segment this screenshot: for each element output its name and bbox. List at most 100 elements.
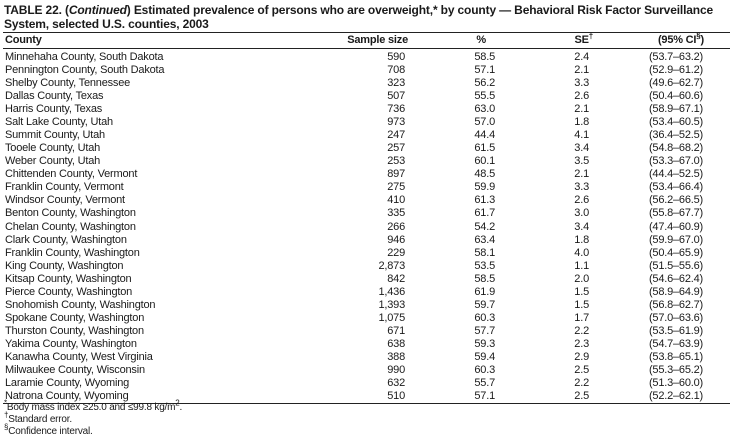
cell-se: 4.1: [574, 129, 589, 142]
cell-percent: 55.5: [474, 90, 495, 103]
cell-county: Summit County, Utah: [5, 129, 105, 142]
cell-ci: (58.9–64.9): [648, 285, 703, 298]
cell-percent: 55.7: [474, 377, 495, 389]
cell-ci: (55.8–67.7): [648, 207, 703, 220]
cell-se: 2.6: [574, 194, 589, 207]
cell-ci: (44.4–52.5): [648, 168, 703, 181]
cell-se: 2.6: [574, 90, 589, 103]
cell-ci: (50.4–60.6): [648, 90, 703, 103]
cell-sample-size: 897: [387, 168, 405, 181]
table-row: Shelby County, Tennessee 323 56.2 3.3 (49.6–…: [0, 77, 734, 90]
cell-se: 3.4: [574, 142, 589, 155]
cell-sample-size: 275: [387, 181, 405, 194]
table-row: Natrona County, Wyoming 510 57.1 2.5 (52.2–6…: [0, 390, 734, 403]
cell-percent: 59.3: [474, 337, 495, 350]
cell-sample-size: 229: [387, 246, 405, 259]
cell-county: Clark County, Washington: [5, 233, 127, 246]
cell-percent: 57.1: [474, 390, 495, 403]
cell-ci: (56.8–62.7): [648, 298, 703, 311]
cell-sample-size: 973: [387, 116, 405, 129]
cell-ci: (53.4–60.5): [648, 116, 703, 129]
cell-county: Windsor County, Vermont: [5, 194, 125, 207]
cell-se: 2.5: [574, 390, 589, 403]
cell-ci: (53.4–66.4): [648, 181, 703, 194]
cell-percent: 57.1: [474, 64, 495, 77]
cell-county: King County, Washington: [5, 259, 124, 272]
table-header: County Sample size % SE† (95% CI§): [0, 31, 734, 47]
cell-percent: 63.4: [474, 233, 495, 246]
cell-county: Kanawha County, West Virginia: [5, 350, 153, 363]
cell-percent: 56.2: [474, 77, 495, 90]
cell-county: Shelby County, Tennessee: [5, 77, 131, 90]
cell-county: Minnehaha County, South Dakota: [5, 51, 164, 63]
cell-se: 1.1: [574, 259, 589, 272]
cell-county: Natrona County, Wyoming: [5, 390, 129, 403]
cell-sample-size: 590: [387, 51, 405, 63]
cell-percent: 54.2: [474, 220, 495, 233]
cell-sample-size: 1,075: [378, 311, 405, 324]
cell-percent: 60.3: [474, 311, 495, 324]
cell-county: Franklin County, Vermont: [5, 181, 124, 194]
cell-percent: 44.4: [474, 129, 495, 142]
table-row: Kitsap County, Washington 842 58.5 2.0 (54.6…: [0, 273, 734, 286]
cell-ci: (52.9–61.2): [648, 64, 703, 77]
cell-sample-size: 507: [387, 90, 405, 103]
cell-se: 1.8: [574, 233, 589, 246]
cell-percent: 48.5: [474, 168, 495, 181]
table-row: Salt Lake County, Utah 973 57.0 1.8 (53.4–60…: [0, 116, 734, 129]
cell-county: Laramie County, Wyoming: [5, 377, 130, 389]
table-row: Franklin County, Washington 229 58.1 4.0 (50…: [0, 247, 734, 260]
cell-sample-size: 323: [387, 77, 405, 90]
table-title: TABLE 22. (Continued) Estimated prevalen…: [4, 3, 714, 31]
cell-sample-size: 247: [387, 129, 405, 142]
header-percent: %: [476, 34, 486, 46]
cell-ci: (47.4–60.9): [648, 220, 703, 233]
cell-ci: (50.4–65.9): [648, 246, 703, 259]
cell-se: 2.2: [574, 377, 589, 389]
cell-ci: (56.2–66.5): [648, 194, 703, 207]
cell-se: 3.3: [574, 181, 589, 194]
table-row: Dallas County, Texas 507 55.5 2.6 (50.4–60.6…: [0, 90, 734, 103]
table-row: Windsor County, Vermont 410 61.3 2.6 (56.2–6…: [0, 194, 734, 207]
cell-county: Snohomish County, Washington: [5, 298, 156, 311]
cell-se: 2.0: [574, 272, 589, 285]
table-row: Pennington County, South Dakota 708 57.1 2.…: [0, 64, 734, 77]
cell-sample-size: 638: [387, 337, 405, 350]
cell-percent: 58.1: [474, 246, 495, 259]
cell-percent: 57.7: [474, 324, 495, 337]
cell-percent: 61.3: [474, 194, 495, 207]
cell-ci: (54.6–62.4): [648, 272, 703, 285]
cell-se: 4.0: [574, 246, 589, 259]
header-sample-size: Sample size: [347, 34, 408, 46]
cell-county: Milwaukee County, Wisconsin: [5, 363, 145, 376]
table-bottom-rule: [3, 403, 730, 404]
cell-sample-size: 253: [387, 155, 405, 168]
cell-se: 2.1: [574, 168, 589, 181]
header-se: SE†: [574, 31, 593, 46]
cell-percent: 58.5: [474, 51, 495, 63]
cell-county: Pennington County, South Dakota: [5, 64, 165, 77]
table-row: Clark County, Washington 946 63.4 1.8 (59.9–…: [0, 234, 734, 247]
cell-sample-size: 335: [387, 207, 405, 220]
cell-ci: (53.3–67.0): [648, 155, 703, 168]
cell-se: 1.5: [574, 298, 589, 311]
cell-percent: 60.3: [474, 363, 495, 376]
cell-percent: 60.1: [474, 155, 495, 168]
cell-se: 2.1: [574, 103, 589, 116]
footnote-bmi: *Body mass index ≥25.0 and ≤99.8 kg/m2.: [4, 398, 183, 413]
cell-percent: 59.4: [474, 350, 495, 363]
cell-county: Tooele County, Utah: [5, 142, 101, 155]
cell-ci: (54.8–68.2): [648, 142, 703, 155]
header-county: County: [5, 34, 42, 46]
cell-percent: 53.5: [474, 259, 495, 272]
cell-ci: (54.7–63.9): [648, 337, 703, 350]
cell-ci: (51.5–55.6): [648, 259, 703, 272]
cell-sample-size: 1,436: [378, 285, 405, 298]
cell-county: Chelan County, Washington: [5, 220, 136, 233]
cell-ci: (57.0–63.6): [648, 311, 703, 324]
cell-sample-size: 708: [387, 64, 405, 77]
cell-sample-size: 410: [387, 194, 405, 207]
cell-sample-size: 257: [387, 142, 405, 155]
table-row: Benton County, Washington 335 61.7 3.0 (55.8…: [0, 207, 734, 220]
cell-ci: (55.3–65.2): [648, 363, 703, 376]
